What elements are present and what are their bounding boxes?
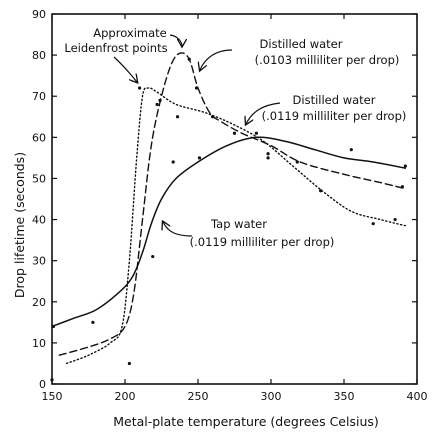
y-tick-label-2: 20 xyxy=(32,296,46,309)
y-tick-label-0: 0 xyxy=(39,378,46,391)
x-tick-label-1: 200 xyxy=(115,390,136,403)
y-tick-label-1: 10 xyxy=(32,337,46,350)
axes xyxy=(51,13,418,385)
annotation-leidenfrost-line2: Leidenfrost points xyxy=(64,41,167,55)
data-point-tap_0119-3 xyxy=(171,160,175,164)
data-point-distilled_0119-9 xyxy=(393,217,397,222)
y-tick-label-5: 50 xyxy=(32,172,46,185)
data-point-distilled_0119-4 xyxy=(175,115,180,119)
y-tick-label-7: 70 xyxy=(32,90,46,103)
data-point-tap_0119-5 xyxy=(266,152,270,156)
annotation-distilled-0103-line2: (.0103 milliliter per drop) xyxy=(255,53,400,67)
data-point-distilled_0119-0 xyxy=(50,378,54,382)
annotation-distilled-0119-line2: (.0119 milliliter per drop) xyxy=(262,109,407,123)
y-tick-label-8: 80 xyxy=(32,49,46,62)
annotation-tap-0119-line2: (.0119 milliliter per drop) xyxy=(190,235,335,249)
data-point-tap_0119-2 xyxy=(151,254,155,259)
data-point-distilled_0119-5 xyxy=(211,115,215,119)
data-point-distilled_0119-1 xyxy=(127,361,131,366)
data-point-distilled_0103-0 xyxy=(158,98,162,102)
leidenfrost-arrow-1 xyxy=(113,56,137,82)
annotation-distilled-0119-line1: Distilled water xyxy=(293,93,376,107)
annotation-distilled-0103-line1: Distilled water xyxy=(260,37,343,51)
y-tick-label-3: 30 xyxy=(32,255,46,268)
data-point-tap_0119-1 xyxy=(91,320,95,324)
data-point-distilled_0119-2 xyxy=(138,86,142,90)
data-point-distilled_0103-4 xyxy=(295,160,299,164)
x-tick-label-5: 400 xyxy=(407,390,428,403)
annotation-distilled-0103: Distilled water (.0103 milliliter per dr… xyxy=(200,37,399,70)
distilled-0119-arrow xyxy=(246,102,281,124)
data-point-distilled_0103-1 xyxy=(187,57,191,61)
x-tick-label-3: 300 xyxy=(261,390,282,403)
plot-frame xyxy=(51,13,418,385)
tap-0119-arrow xyxy=(163,222,193,237)
x-tick-label-4: 350 xyxy=(334,390,355,403)
x-tick-label-0: 150 xyxy=(42,390,63,403)
annotation-leidenfrost: Approximate Leidenfrost points xyxy=(64,26,182,82)
x-axis-title: Metal-plate temperature (degrees Celsius… xyxy=(113,414,379,429)
tick-labels: 150 200 250 300 350 400 0 10 20 30 40 50 60 70 80 90 xyxy=(32,8,428,403)
data-point-distilled_0103-7 xyxy=(400,185,404,189)
y-tick-label-9: 90 xyxy=(32,8,46,21)
annotation-leidenfrost-line1: Approximate xyxy=(93,26,166,40)
data-point-distilled_0103-2 xyxy=(194,86,199,90)
data-point-distilled_0103-5 xyxy=(319,189,323,193)
x-tick-label-2: 250 xyxy=(188,390,209,403)
annotation-tap-0119-line1: Tap water xyxy=(210,217,267,231)
y-axis-title: Drop lifetime (seconds) xyxy=(12,152,27,298)
data-point-distilled_0119-7 xyxy=(254,131,258,135)
distilled-0103-arrow xyxy=(200,49,233,70)
data-point-distilled_0119-6 xyxy=(232,131,237,135)
data-point-tap_0119-6 xyxy=(403,164,407,168)
data-point-distilled_0103-3 xyxy=(266,156,270,160)
y-tick-label-4: 40 xyxy=(32,214,46,227)
series-points xyxy=(50,57,407,382)
data-point-distilled_0103-6 xyxy=(349,148,353,152)
series-line-tap_0119 xyxy=(51,136,407,328)
data-point-tap_0119-4 xyxy=(197,156,202,160)
leidenfrost-arrow-2 xyxy=(169,34,182,46)
data-point-tap_0119-0 xyxy=(51,324,56,329)
data-point-distilled_0119-3 xyxy=(155,102,159,107)
series-line-distilled_0103 xyxy=(58,52,406,356)
y-tick-label-6: 60 xyxy=(32,131,46,144)
data-point-distilled_0119-8 xyxy=(371,222,375,226)
annotation-tap-0119: Tap water (.0119 milliliter per drop) xyxy=(163,217,334,249)
annotation-distilled-0119: Distilled water (.0119 milliliter per dr… xyxy=(246,93,406,124)
